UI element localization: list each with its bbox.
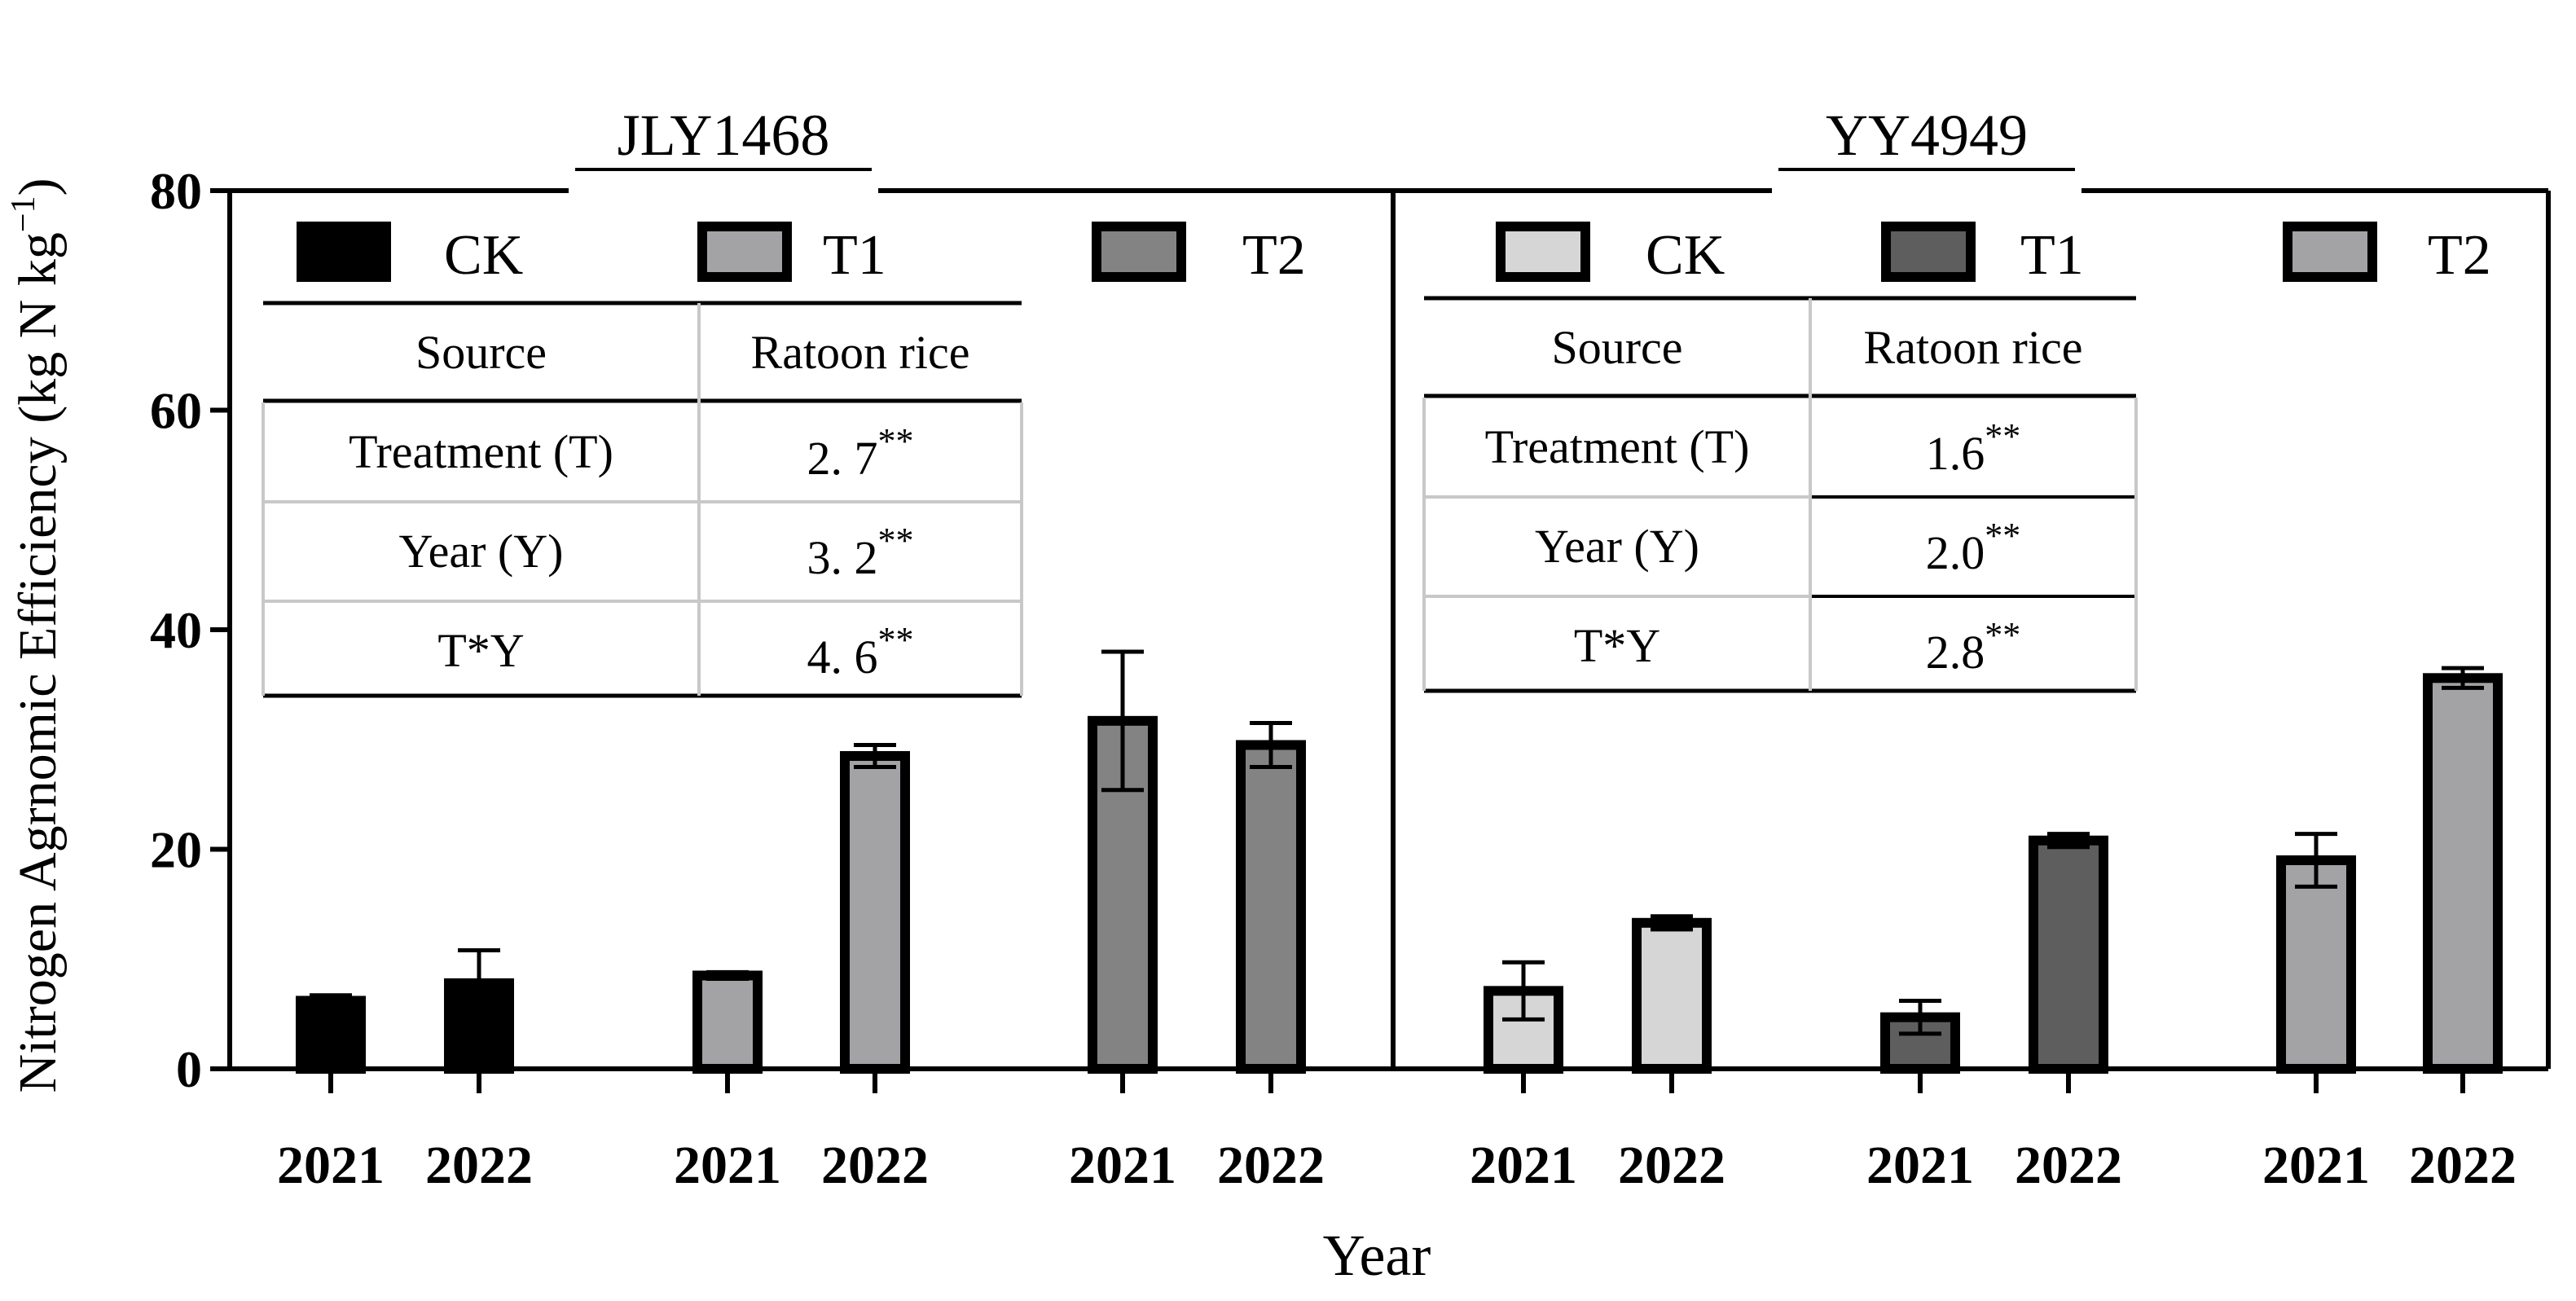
bar-t2-2021 [2276, 855, 2356, 1074]
table-row-source: Treatment (T) [349, 425, 613, 478]
legend-swatch-t1 [1881, 222, 1976, 282]
table-row-value: 2.0** [1926, 516, 2021, 579]
table-row-source: T*Y [1574, 619, 1660, 672]
legend-label-t2: T2 [1242, 224, 1306, 287]
table-value-number: 3. 2 [807, 531, 878, 584]
y-tick-label: 60 [150, 382, 202, 440]
table-value-significance: ** [1985, 416, 2020, 456]
panel-2: YY4949 CK T1 T2 2021 2022 2021 2022 2021 2022 Sour… [1393, 103, 2548, 1195]
legend-label-ck: CK [1646, 224, 1725, 287]
y-axis-title-main: Nitrogen Agrnomic Efficiency (kg N kg [8, 232, 68, 1092]
legend-label-t1: T1 [823, 224, 886, 287]
table-row-source: Treatment (T) [1485, 420, 1750, 473]
bar-t1-2021 [692, 970, 763, 1075]
x-tick-label: 2022 [1217, 1136, 1325, 1195]
panel-1: JLY1468 CK T1 T2 2021 2022 2021 2022 2021 2022 Sou… [230, 103, 1393, 1195]
x-tick-label: 2021 [1069, 1136, 1176, 1195]
x-tick-label: 2022 [2015, 1136, 2122, 1195]
table-value-number: 4. 6 [807, 631, 878, 683]
table-header-source: Source [415, 326, 547, 379]
bar-t1-2022 [840, 750, 910, 1075]
table-row-value: 2. 7** [807, 421, 914, 485]
table-row-source: T*Y [437, 624, 524, 677]
chart-panels: JLY1468 CK T1 T2 2021 2022 2021 2022 2021 2022 Sou… [230, 103, 2548, 1195]
table-row-source: Year (Y) [399, 525, 564, 578]
legend-label-t2: T2 [2428, 224, 2491, 287]
table-value-significance: ** [878, 421, 914, 461]
legend-swatch-t2 [2283, 222, 2377, 282]
table-header-value: Ratoon rice [1864, 321, 2083, 374]
bar-t1-2022 [2029, 835, 2108, 1074]
table-background [1424, 298, 2136, 691]
x-tick-label: 2022 [425, 1136, 533, 1195]
table-header-value: Ratoon rice [751, 326, 970, 379]
x-tick-label: 2021 [674, 1136, 781, 1195]
bar-ck-2022 [1632, 917, 1712, 1074]
legend-label-t1: T1 [2020, 224, 2084, 287]
table-value-significance: ** [1985, 516, 2020, 556]
y-axis: 0 20 40 60 80 [150, 162, 2551, 1098]
bar-t2-2022 [1236, 740, 1306, 1074]
legend-swatch-t1 [697, 222, 792, 282]
x-tick-label: 2021 [2262, 1136, 2370, 1195]
x-axis-title: Year [1323, 1223, 1431, 1288]
x-tick-label: 2022 [2409, 1136, 2517, 1195]
table-row-value: 4. 6** [807, 620, 914, 683]
legend-swatch-ck [1496, 222, 1590, 282]
x-tick-label: 2022 [1618, 1136, 1725, 1195]
y-axis-title-sup: −1 [5, 196, 42, 232]
legend-swatch-t2 [1092, 222, 1186, 282]
table-value-significance: ** [878, 521, 914, 560]
x-tick-label: 2021 [1470, 1136, 1577, 1195]
table-background [263, 303, 1022, 696]
legend-swatch-ck [297, 222, 391, 282]
table-value-number: 1.6 [1926, 427, 1985, 480]
y-tick-label: 80 [150, 162, 202, 220]
table-row-source: Year (Y) [1535, 520, 1699, 573]
table-row-value: 2.8** [1926, 615, 2021, 679]
y-tick-label: 40 [150, 601, 202, 659]
table-value-significance: ** [878, 620, 914, 660]
table-value-significance: ** [1985, 615, 2020, 655]
table-row-value: 3. 2** [807, 521, 914, 584]
bar-t2-2022 [2423, 673, 2503, 1074]
y-tick-label: 20 [150, 821, 202, 879]
table-header-source: Source [1551, 321, 1682, 374]
table-value-number: 2.8 [1926, 626, 1985, 679]
table-value-number: 2. 7 [807, 432, 878, 485]
y-tick-label: 0 [176, 1040, 202, 1098]
y-axis-title-close: ) [8, 178, 68, 196]
table-row-value: 1.6** [1926, 416, 2021, 480]
x-tick-label: 2022 [821, 1136, 929, 1195]
bar-ck-2021 [296, 996, 366, 1074]
x-tick-label: 2021 [1866, 1136, 1974, 1195]
y-axis-title: Nitrogen Agrnomic Efficiency (kg N kg−1) [5, 178, 68, 1092]
x-tick-label: 2021 [277, 1136, 385, 1195]
table-value-number: 2.0 [1926, 526, 1985, 579]
panel-title: YY4949 [1826, 103, 2028, 168]
panel-title: JLY1468 [618, 103, 830, 168]
legend-label-ck: CK [444, 224, 523, 287]
